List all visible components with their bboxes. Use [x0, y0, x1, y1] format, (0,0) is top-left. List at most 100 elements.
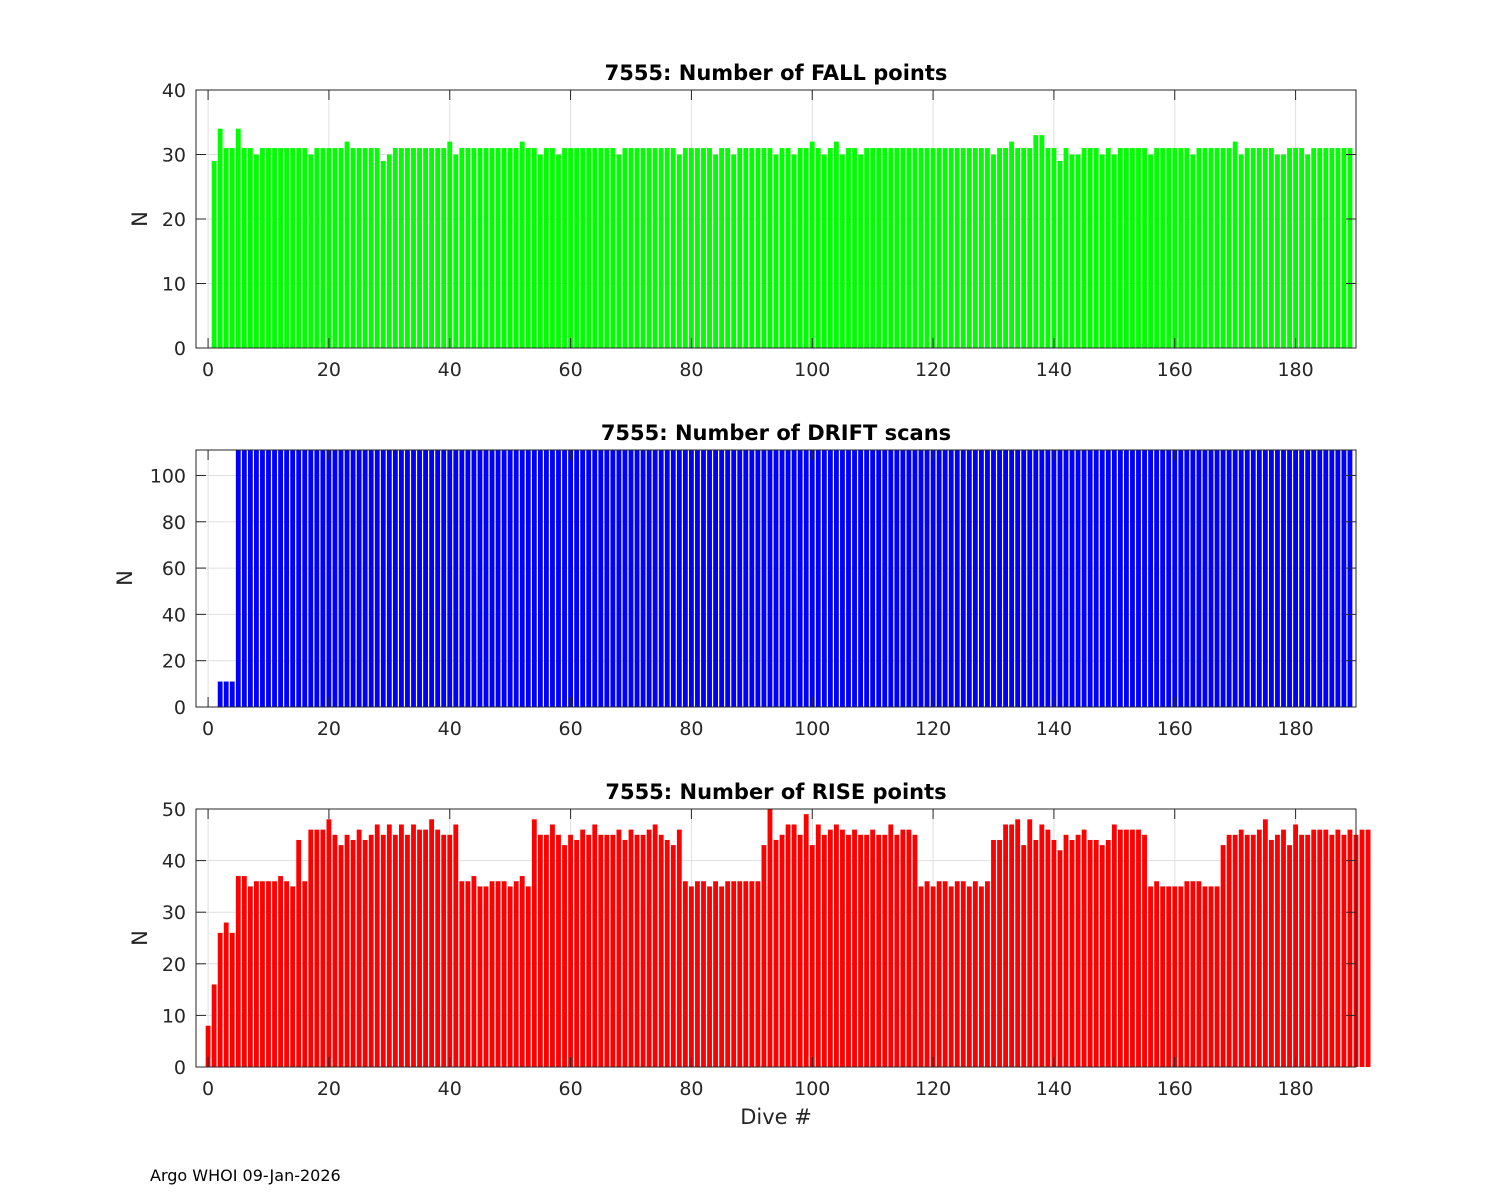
bar — [1220, 148, 1226, 348]
bar — [441, 148, 447, 348]
bar — [821, 834, 827, 1067]
bar — [640, 834, 646, 1067]
bar — [592, 450, 598, 707]
bar — [368, 834, 374, 1067]
bar — [936, 148, 942, 348]
bar — [942, 450, 948, 707]
axes-box — [195, 808, 1357, 1068]
bar — [797, 450, 803, 707]
bar — [459, 148, 465, 348]
bar — [465, 148, 471, 348]
bar — [290, 886, 296, 1067]
bar — [1142, 148, 1147, 348]
bar — [1178, 886, 1184, 1067]
bar — [888, 148, 894, 348]
bar — [296, 450, 302, 707]
bar — [1057, 850, 1063, 1067]
bar — [1269, 450, 1274, 707]
x-tick-label: 160 — [1157, 1078, 1193, 1100]
bar — [1003, 148, 1008, 348]
bar — [435, 148, 441, 348]
bar — [586, 450, 592, 707]
bar — [1323, 450, 1329, 707]
bar — [918, 886, 924, 1067]
bar — [254, 154, 259, 348]
bar — [568, 450, 573, 707]
bar — [519, 876, 525, 1067]
bar — [713, 154, 718, 348]
x-tick-label: 120 — [915, 359, 951, 381]
bar — [773, 450, 779, 707]
bar — [1250, 148, 1256, 348]
bar — [1305, 450, 1311, 707]
bar — [779, 450, 785, 707]
bar — [1081, 450, 1087, 707]
bar — [894, 450, 900, 707]
bar — [846, 148, 851, 348]
bar — [1069, 154, 1075, 348]
bar — [707, 886, 712, 1067]
bar — [229, 681, 235, 707]
bar — [954, 148, 960, 348]
bar — [1281, 450, 1286, 707]
bar — [260, 881, 265, 1067]
bar — [1329, 834, 1335, 1067]
bar — [392, 148, 398, 348]
x-tick-label: 160 — [1157, 718, 1193, 740]
bar — [453, 450, 459, 707]
y-tick-label: 30 — [162, 145, 186, 167]
bar — [1238, 829, 1244, 1067]
bar — [1033, 839, 1039, 1067]
chart-title: 7555: Number of RISE points — [605, 780, 946, 804]
bar — [664, 839, 670, 1067]
bar — [501, 450, 507, 707]
bar — [701, 881, 706, 1067]
bar — [779, 148, 785, 348]
bar — [435, 829, 441, 1067]
bar — [652, 148, 658, 348]
bar — [1063, 450, 1069, 707]
bar — [1009, 824, 1015, 1067]
bar — [1087, 450, 1093, 707]
bar — [1305, 834, 1311, 1067]
bar — [713, 450, 718, 707]
bar — [1027, 450, 1033, 707]
bar — [652, 450, 658, 707]
bar — [737, 450, 743, 707]
bar — [900, 450, 906, 707]
rise-points-chart: 7555: Number of RISE points 0 20 40 60 80 100… — [128, 780, 1371, 1129]
x-tick-label: 20 — [317, 1078, 341, 1100]
bar — [1244, 148, 1250, 348]
bar — [314, 148, 320, 348]
bar — [815, 824, 821, 1067]
bar — [827, 450, 833, 707]
x-tick-label: 100 — [794, 359, 830, 381]
bar — [302, 450, 308, 707]
bar — [562, 845, 567, 1067]
bar — [707, 450, 712, 707]
bar — [1202, 886, 1208, 1067]
bar — [229, 932, 235, 1067]
y-tick-label: 40 — [162, 80, 186, 102]
bar — [1196, 881, 1202, 1067]
bar — [411, 824, 416, 1067]
bar — [296, 839, 302, 1067]
bar — [338, 148, 344, 348]
bar — [278, 148, 283, 348]
bar — [296, 148, 302, 348]
bar — [344, 450, 350, 707]
bar — [1166, 886, 1172, 1067]
bar — [1341, 834, 1347, 1067]
bar — [749, 148, 755, 348]
bar — [531, 819, 537, 1067]
bar — [997, 148, 1002, 348]
x-tick-label: 100 — [794, 718, 830, 740]
bar — [1087, 148, 1093, 348]
bar — [761, 450, 767, 707]
bar — [1039, 135, 1045, 348]
bar — [1299, 148, 1305, 348]
bar — [411, 148, 416, 348]
bar — [205, 1025, 211, 1067]
bar — [785, 824, 791, 1067]
bar — [1190, 450, 1196, 707]
